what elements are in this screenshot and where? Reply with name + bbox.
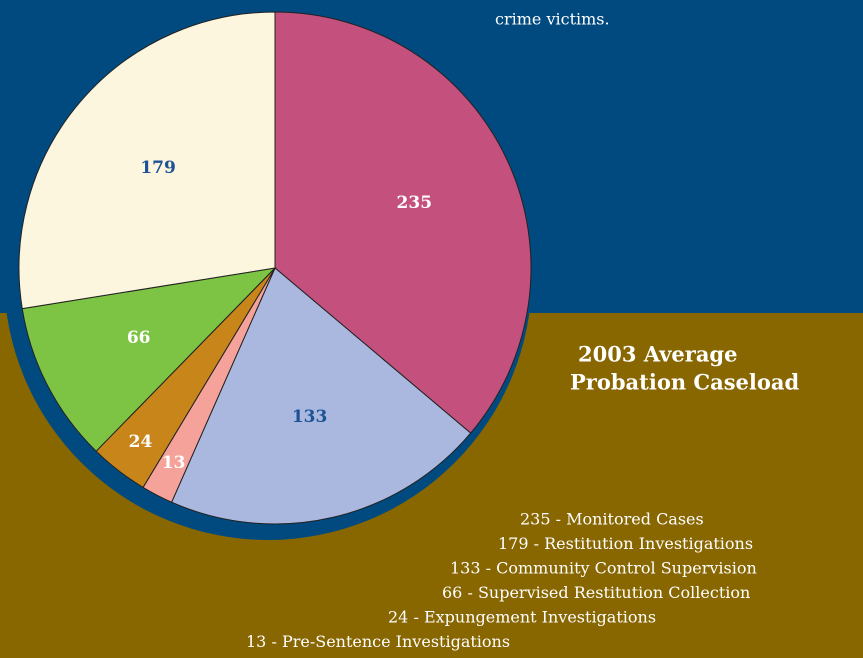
legend-entry: 13 - Pre-Sentence Investigations [246, 632, 510, 651]
legend-entry: 235 - Monitored Cases [520, 510, 704, 529]
chart-title: 2003 Average [578, 342, 737, 367]
data-label: 235 [397, 193, 433, 213]
legend-entry: 133 - Community Control Supervision [450, 559, 757, 578]
data-label: 13 [162, 453, 186, 473]
data-label: 179 [140, 158, 176, 178]
pie [18, 11, 532, 525]
pie-slice [21, 267, 277, 452]
data-label: 133 [292, 407, 328, 427]
legend-entry: 24 - Expungement Investigations [388, 608, 656, 627]
pie-slice [18, 11, 276, 310]
data-label: 24 [129, 432, 153, 452]
pie-slice [274, 11, 532, 434]
legend-entry: 179 - Restitution Investigations [498, 534, 753, 553]
intro-text: crime victims. [495, 10, 610, 29]
pie-slice [170, 267, 472, 525]
data-label: 66 [127, 328, 151, 348]
legend-entry: 66 - Supervised Restitution Collection [442, 583, 750, 602]
chart-title: Probation Caseload [570, 370, 800, 395]
